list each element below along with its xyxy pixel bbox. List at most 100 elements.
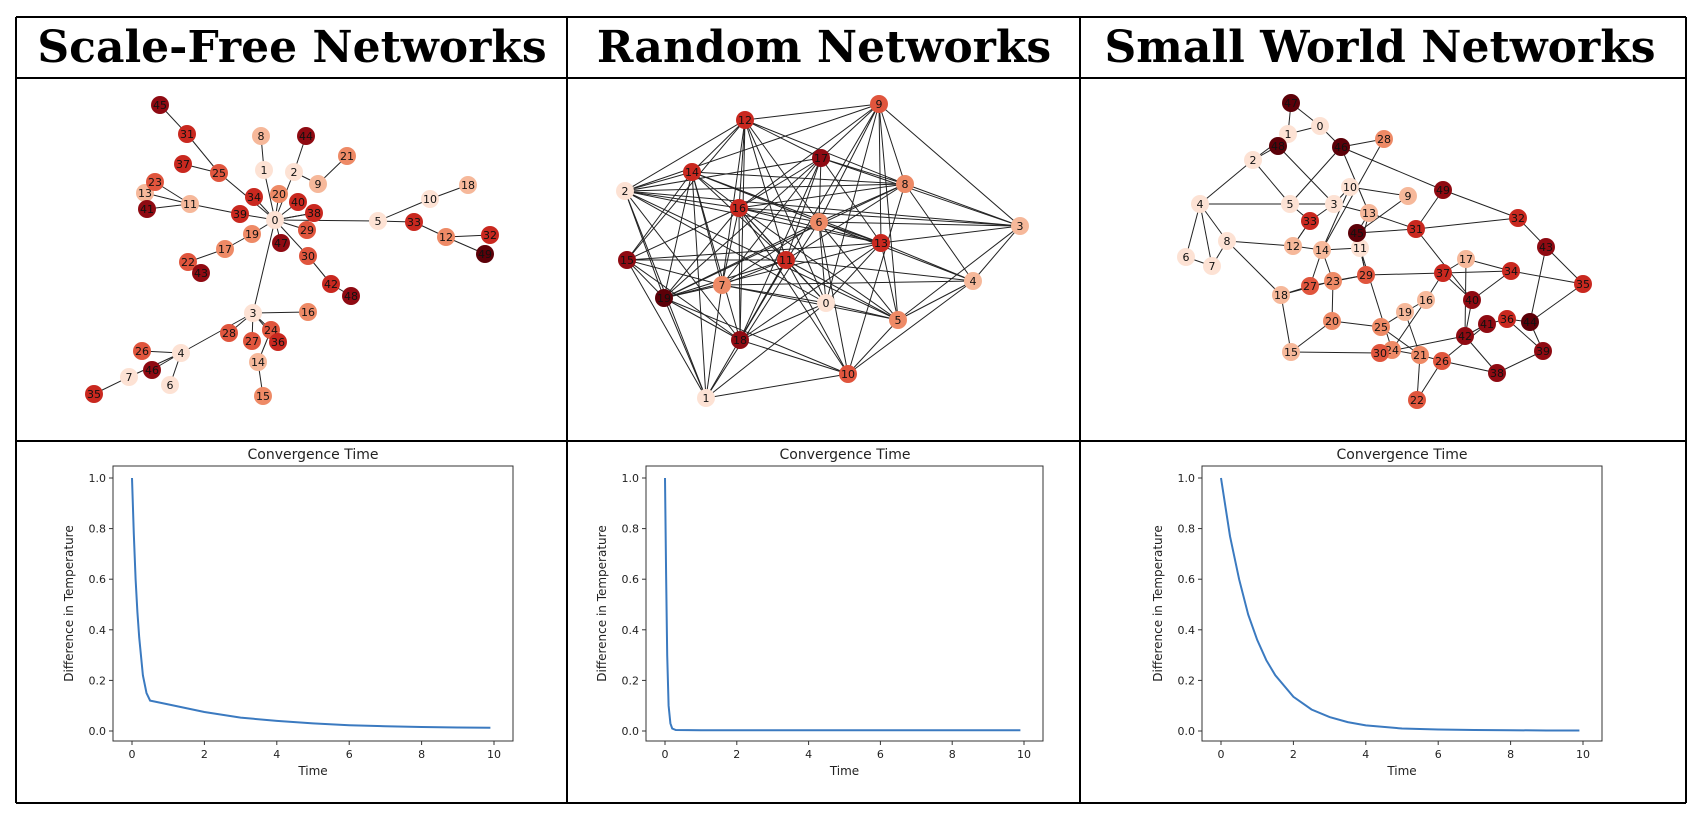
network-node: 4: [1191, 195, 1209, 213]
network-node: 30: [1371, 344, 1389, 362]
node-label: 20: [1325, 315, 1339, 328]
node-label: 21: [1413, 349, 1427, 362]
network-node: 32: [481, 226, 499, 244]
network-node: 9: [870, 95, 888, 113]
network-edge: [377, 198, 431, 222]
node-label: 23: [148, 176, 162, 189]
network-node: 1: [1279, 125, 1297, 143]
network-node: 13: [1360, 204, 1378, 222]
node-label: 16: [301, 306, 315, 319]
x-tick-label: 6: [1435, 748, 1442, 761]
network-node: 37: [1434, 264, 1452, 282]
title-small-world: Small World Networks: [1105, 22, 1656, 73]
node-circle: [1399, 187, 1417, 205]
node-label: 13: [138, 187, 152, 200]
network-edge: [626, 171, 693, 261]
network-node: 40: [289, 193, 307, 211]
node-circle: [151, 96, 169, 114]
y-tick-label: 0.6: [622, 573, 640, 586]
node-label: 39: [1536, 345, 1550, 358]
node-circle: [133, 342, 151, 360]
node-circle: [1434, 181, 1452, 199]
network-edge: [1356, 195, 1409, 234]
network-node: 30: [299, 247, 317, 265]
node-label: 27: [245, 335, 259, 348]
network-edge: [897, 225, 1021, 321]
node-label: 9: [315, 178, 322, 191]
network-edge: [818, 221, 899, 321]
node-circle: [249, 353, 267, 371]
network-edge: [825, 242, 882, 304]
network-node: 47: [272, 234, 290, 252]
node-label: 30: [301, 250, 315, 263]
network-node: 46: [1332, 138, 1350, 156]
y-tick-label: 0.2: [622, 674, 640, 687]
network-edge: [738, 207, 899, 321]
node-circle: [338, 147, 356, 165]
x-tick-label: 10: [1576, 748, 1590, 761]
node-circle: [817, 294, 835, 312]
x-tick-label: 8: [949, 748, 956, 761]
network-node: 12: [437, 228, 455, 246]
network-node: 19: [243, 225, 261, 243]
network-edge: [1226, 240, 1294, 247]
node-circle: [1313, 241, 1331, 259]
node-circle: [1311, 117, 1329, 135]
network-node: 3: [1325, 195, 1343, 213]
network-node: 43: [192, 264, 210, 282]
node-circle: [1488, 364, 1506, 382]
network-edge: [180, 312, 254, 354]
node-circle: [216, 240, 234, 258]
x-tick-label: 10: [487, 748, 501, 761]
node-circle: [1372, 318, 1390, 336]
plot-frame: [1201, 465, 1603, 742]
network-edge: [1442, 189, 1519, 219]
network-node: 8: [1218, 232, 1236, 250]
node-label: 7: [719, 279, 726, 292]
network-edge: [691, 119, 746, 173]
network-node: 33: [1301, 212, 1319, 230]
node-label: 0: [1317, 120, 1324, 133]
network-edge: [785, 259, 849, 375]
node-label: 38: [307, 207, 321, 220]
network-edge: [1356, 228, 1417, 234]
network-edge: [818, 221, 974, 282]
node-label: 22: [181, 256, 195, 269]
node-circle: [298, 221, 316, 239]
network-edge: [663, 242, 882, 299]
node-label: 41: [140, 203, 154, 216]
network-edge: [820, 157, 906, 185]
node-circle: [1348, 224, 1366, 242]
node-label: 11: [183, 198, 197, 211]
network-node: 44: [1521, 313, 1539, 331]
node-circle: [266, 211, 284, 229]
node-circle: [683, 163, 701, 181]
network-node: 2: [616, 182, 634, 200]
node-circle: [1463, 291, 1481, 309]
node-circle: [1282, 343, 1300, 361]
node-label: 34: [1504, 265, 1518, 278]
node-label: 2: [622, 185, 629, 198]
y-axis-label: Difference in Temperature: [595, 525, 609, 681]
node-circle: [1534, 342, 1552, 360]
network-node: 21: [1411, 346, 1429, 364]
network-node: 39: [231, 205, 249, 223]
node-circle: [1574, 275, 1592, 293]
y-tick-label: 0.0: [89, 725, 107, 738]
node-label: 29: [1359, 269, 1373, 282]
network-edge: [1321, 186, 1351, 251]
network-edge: [744, 119, 822, 159]
node-circle: [309, 175, 327, 193]
network-edge: [744, 119, 827, 304]
network-edge: [739, 157, 822, 341]
network-edge: [738, 207, 820, 223]
node-label: 28: [1377, 133, 1391, 146]
node-label: 3: [1331, 198, 1338, 211]
network-edge: [880, 225, 1021, 244]
node-label: 1: [703, 392, 710, 405]
plot-frame: [645, 465, 1044, 742]
node-circle: [421, 190, 439, 208]
network-node: 37: [174, 155, 192, 173]
